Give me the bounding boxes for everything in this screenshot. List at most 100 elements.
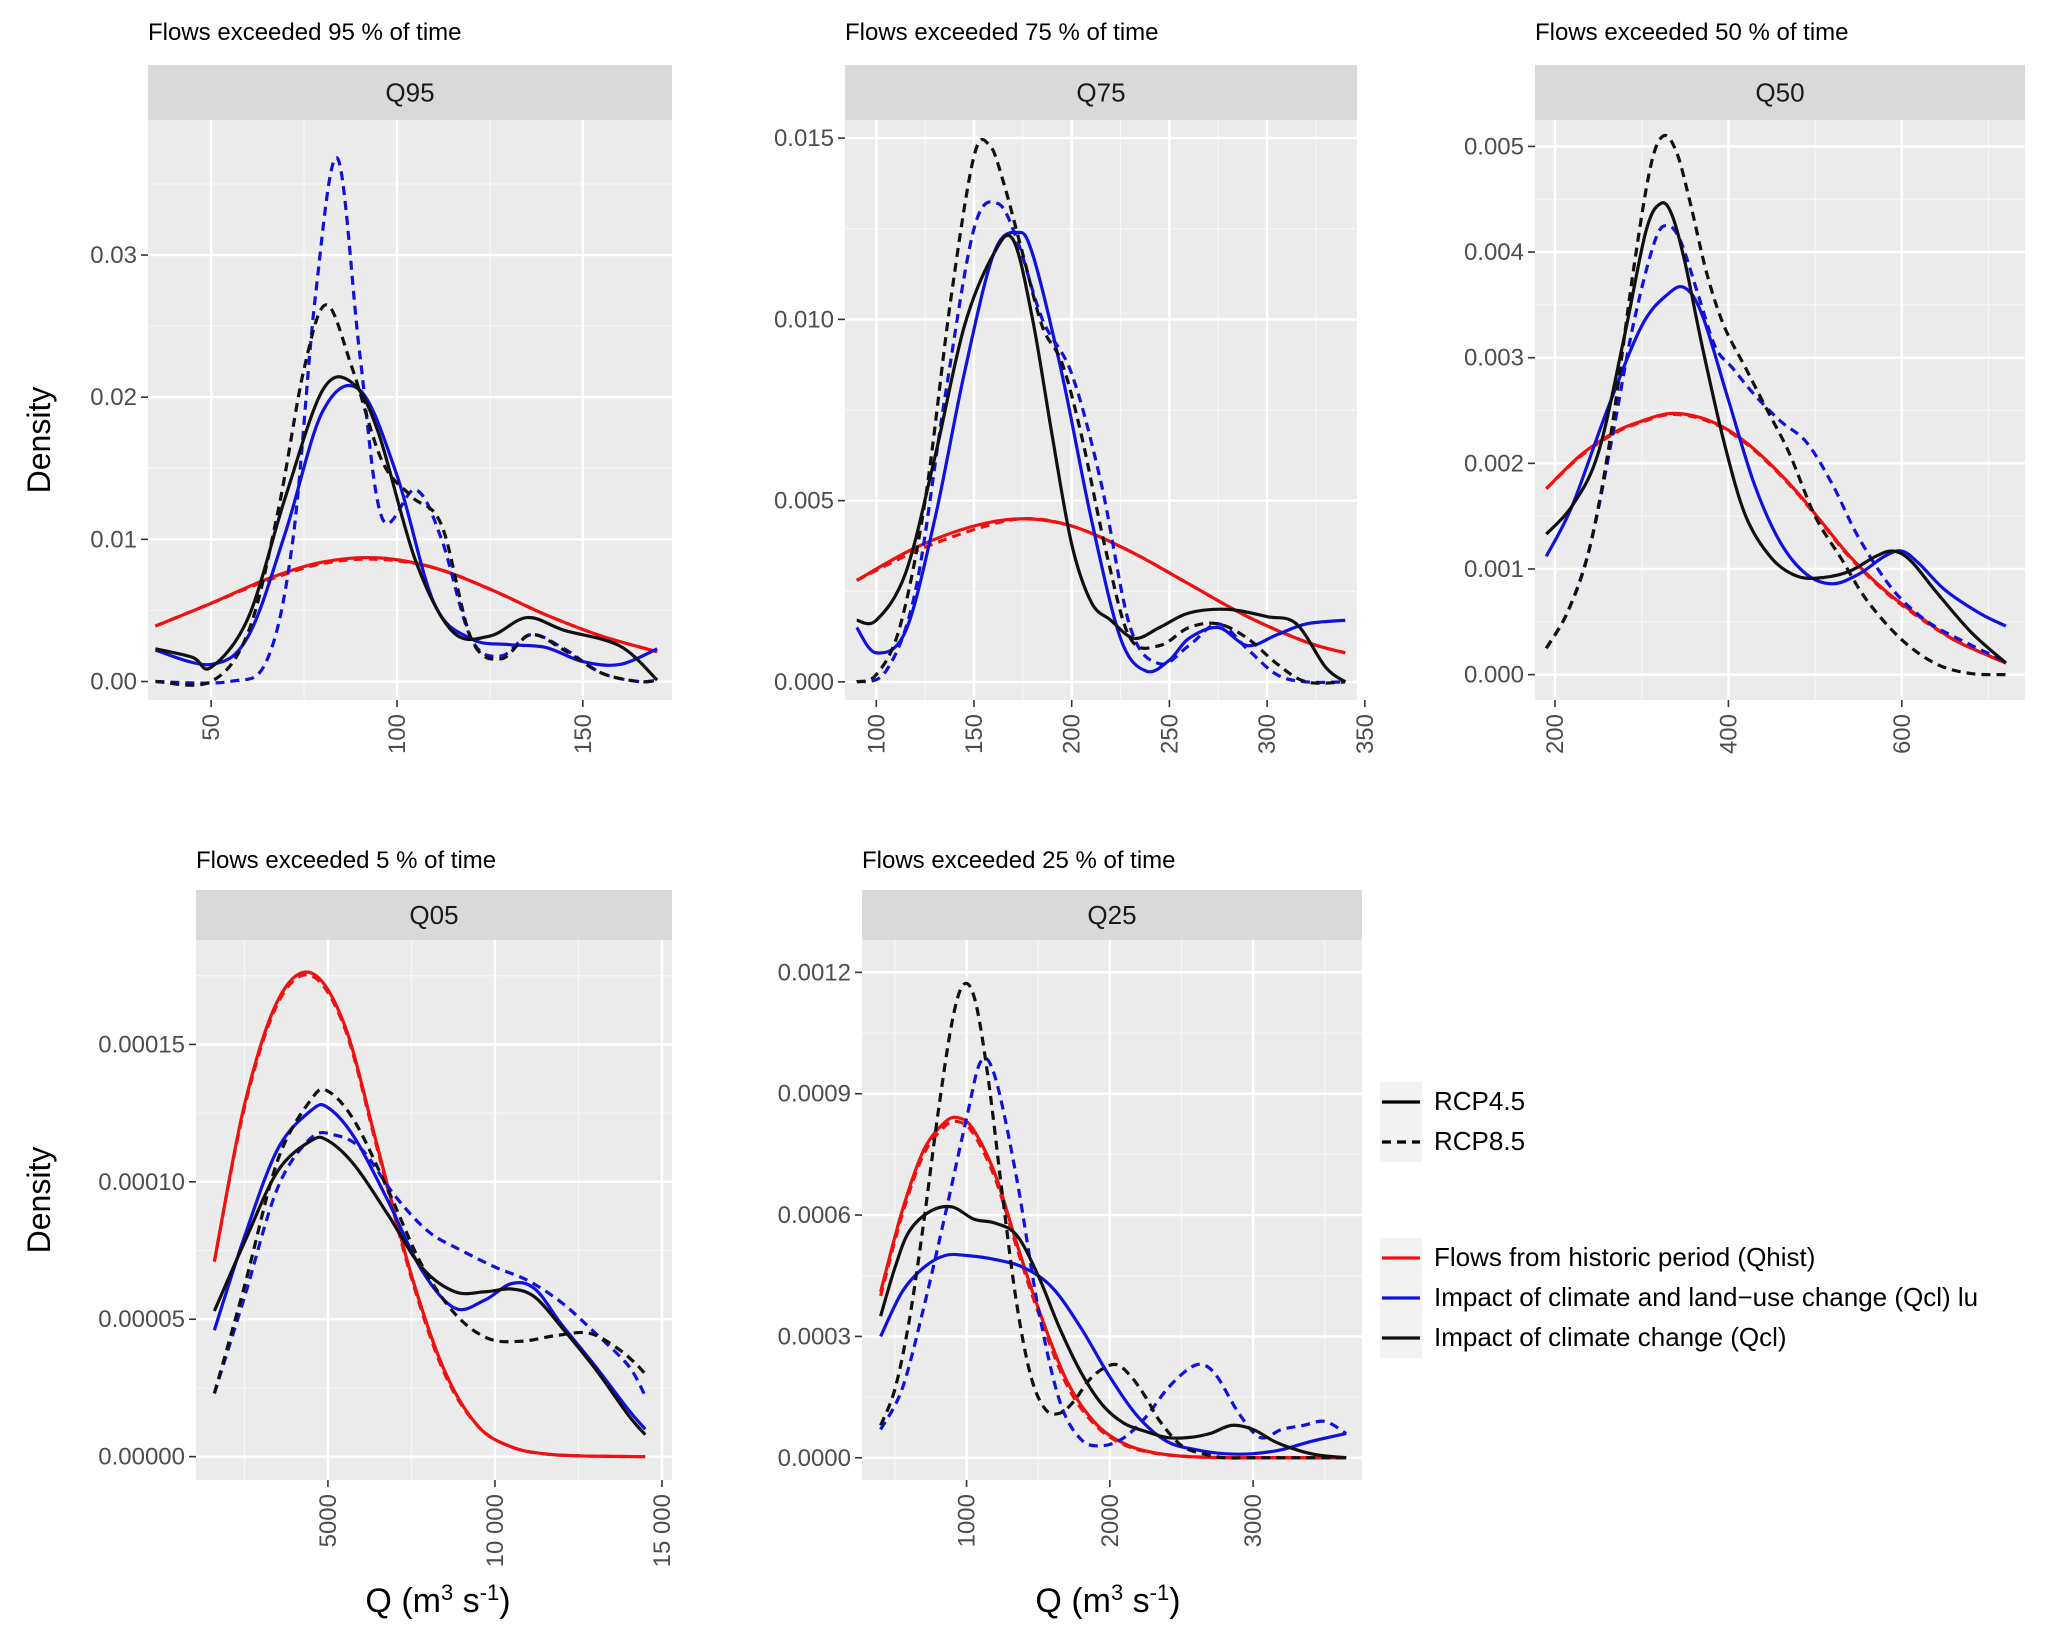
- y-tick-label: 0.010: [774, 306, 834, 333]
- panel-title: Flows exceeded 25 % of time: [862, 847, 1176, 874]
- panel-q25: Flows exceeded 25 % of time Q25 1000 2000 30…: [778, 847, 1362, 1547]
- strip-label: Q50: [1755, 78, 1804, 108]
- series-line: [155, 156, 658, 685]
- x-axis-label-main: Q (m: [1035, 1582, 1111, 1620]
- strip-background: [196, 890, 672, 940]
- y-tick-label: 0.000: [1464, 662, 1524, 689]
- series-line: [879, 1252, 1347, 1456]
- panel-title: Flows exceeded 75 % of time: [845, 19, 1159, 46]
- x-tick-label: 300: [1254, 714, 1281, 754]
- panels: Flows exceeded 95 % of time Q95 50 100 150 0.…: [90, 19, 2025, 1567]
- x-axis-label-sup: 3: [1111, 1580, 1123, 1605]
- x-tick-label: 100: [863, 714, 890, 754]
- y-tick-label: 0.0006: [778, 1202, 851, 1229]
- series-line: [212, 1135, 647, 1436]
- panel-title: Flows exceeded 95 % of time: [148, 19, 462, 46]
- y-tick-label: 0.0009: [778, 1081, 851, 1108]
- panel-title: Flows exceeded 5 % of time: [196, 847, 496, 874]
- y-tick-label: 0.001: [1464, 556, 1524, 583]
- series-line: [212, 1087, 647, 1394]
- series-line: [1544, 133, 2006, 677]
- x-tick-label: 150: [961, 714, 988, 754]
- y-tick-label: 0.003: [1464, 345, 1524, 372]
- y-tick-label: 0.00: [90, 669, 137, 696]
- x-tick-label: 400: [1715, 714, 1742, 754]
- legend-label-rcp85: RCP8.5: [1434, 1126, 1525, 1156]
- series-line: [1544, 285, 2007, 628]
- x-tick-label: 15 000: [649, 1494, 676, 1567]
- x-tick-label: 200: [1059, 714, 1086, 754]
- strip-background: [845, 65, 1357, 120]
- y-tick-label: 0.0012: [778, 959, 851, 986]
- x-tick-label: 3000: [1240, 1494, 1267, 1547]
- series-line: [879, 1204, 1347, 1460]
- series-line: [154, 384, 658, 667]
- panel-background: [196, 940, 672, 1480]
- panel-q95: Flows exceeded 95 % of time Q95 50 100 150 0.…: [90, 19, 672, 754]
- strip-background: [148, 65, 672, 120]
- x-tick-label: 350: [1352, 714, 1379, 754]
- y-tick-label: 0.000: [774, 669, 834, 696]
- y-tick-label: 0.00000: [98, 1444, 185, 1471]
- series-line: [155, 303, 658, 687]
- panel-background: [148, 120, 672, 700]
- legend: RCP4.5 RCP8.5 Flows from historic period…: [1380, 1082, 1978, 1358]
- y-tick-label: 0.0000: [778, 1445, 851, 1472]
- x-axis-label-end: ): [1169, 1582, 1180, 1620]
- legend-label-rcp45: RCP4.5: [1434, 1086, 1525, 1116]
- legend-key-bg: [1380, 1082, 1422, 1162]
- legend-label-qhist: Flows from historic period (Qhist): [1434, 1242, 1815, 1272]
- legend-label-qcl-lu: Impact of climate and land−use change (Q…: [1434, 1282, 1978, 1312]
- x-tick-label: 100: [384, 714, 411, 754]
- x-tick-label: 5000: [315, 1494, 342, 1547]
- strip-label: Q95: [385, 78, 434, 108]
- y-tick-label: 0.005: [1464, 133, 1524, 160]
- series-line: [212, 973, 646, 1459]
- panel-q05: Flows exceeded 5 % of time Q05 5000 10 000 1…: [98, 847, 676, 1567]
- x-tick-label: 2000: [1097, 1494, 1124, 1547]
- y-tick-label: 0.015: [774, 125, 834, 152]
- y-tick-label: 0.00005: [98, 1306, 185, 1333]
- y-tick-label: 0.01: [90, 526, 137, 553]
- series-line: [879, 981, 1347, 1460]
- x-tick-label: 200: [1542, 714, 1569, 754]
- legend-label-qcl: Impact of climate change (Qcl): [1434, 1322, 1787, 1352]
- series-line: [154, 557, 658, 654]
- x-axis-label-main: Q (m: [365, 1582, 441, 1620]
- x-axis-label-mid: s: [1123, 1582, 1149, 1620]
- series-line: [1544, 224, 2007, 664]
- x-axis-label-end: ): [499, 1582, 510, 1620]
- panel-q50: Flows exceeded 50 % of time Q50 200 400 600 0…: [1464, 19, 2025, 754]
- series-line: [879, 1056, 1348, 1448]
- series-line: [855, 230, 1346, 674]
- series-line: [856, 200, 1346, 685]
- panel-background: [862, 940, 1362, 1480]
- y-tick-label: 0.02: [90, 384, 137, 411]
- strip-background: [1535, 65, 2025, 120]
- panel-title: Flows exceeded 50 % of time: [1535, 19, 1849, 46]
- y-tick-label: 0.03: [90, 242, 137, 269]
- y-tick-label: 0.00010: [98, 1169, 185, 1196]
- y-tick-label: 0.005: [774, 488, 834, 515]
- strip-label: Q25: [1087, 900, 1136, 930]
- x-tick-label: 50: [198, 714, 225, 741]
- strip-background: [862, 890, 1362, 940]
- y-tick-label: 0.0003: [778, 1323, 851, 1350]
- x-axis-label-sup: 3: [441, 1580, 453, 1605]
- x-axis-label-sup: -1: [1150, 1580, 1170, 1605]
- panel-q75: Flows exceeded 75 % of time Q75 100 150 200 2…: [774, 19, 1379, 754]
- x-tick-label: 250: [1156, 714, 1183, 754]
- y-axis-label-bottom: Density: [21, 1147, 57, 1254]
- x-axis-label-left: Q (m3 s-1): [365, 1580, 510, 1620]
- x-axis-label-sup: -1: [480, 1580, 500, 1605]
- x-axis-label-right: Q (m3 s-1): [1035, 1580, 1180, 1620]
- x-tick-label: 150: [570, 714, 597, 754]
- series-line: [856, 233, 1347, 684]
- strip-label: Q05: [409, 900, 458, 930]
- y-tick-label: 0.002: [1464, 450, 1524, 477]
- x-axis-label-mid: s: [453, 1582, 479, 1620]
- x-tick-label: 600: [1889, 714, 1916, 754]
- series-line: [212, 1130, 647, 1397]
- y-tick-label: 0.00015: [98, 1031, 185, 1058]
